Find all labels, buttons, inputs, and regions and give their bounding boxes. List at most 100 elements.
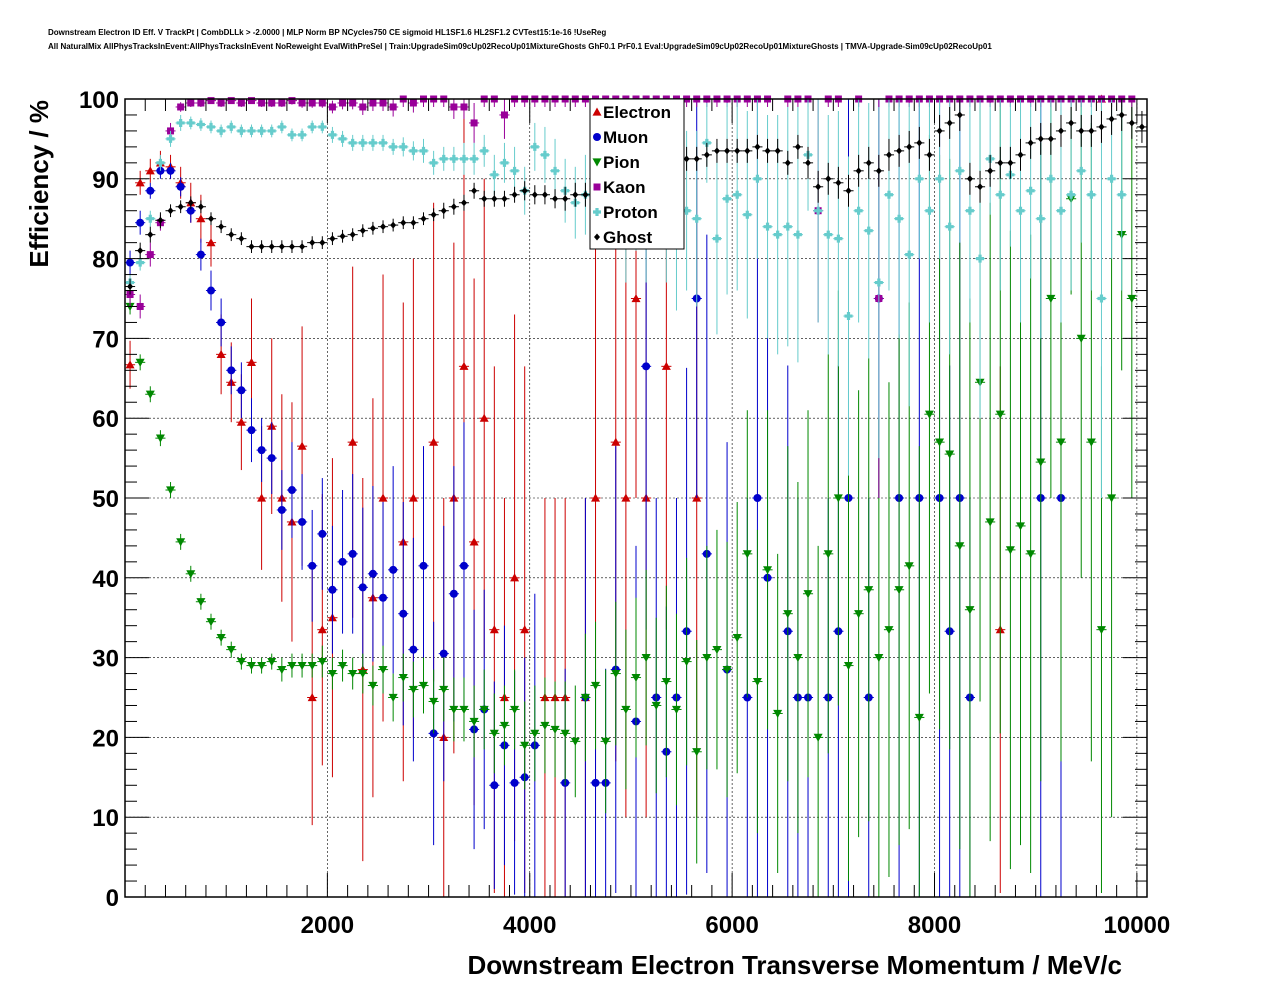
ghost-point — [135, 242, 146, 259]
pion-point — [155, 430, 166, 447]
proton-point — [367, 134, 378, 151]
kaon-point — [347, 99, 358, 110]
ghost-point — [1055, 114, 1067, 147]
proton-point — [398, 137, 409, 157]
kaon-point — [337, 99, 348, 110]
ghost-point — [995, 146, 1006, 179]
pion-point — [418, 657, 429, 714]
ghost-point — [701, 142, 712, 167]
proton-point — [1096, 99, 1107, 498]
legend-item-pion: Pion — [592, 153, 640, 172]
pion-point — [560, 681, 571, 786]
pion-point — [1126, 99, 1137, 498]
muon-point — [165, 162, 176, 179]
legend-item-electron: Electron — [592, 103, 671, 122]
y-tick-label: 30 — [92, 646, 119, 673]
muon-point — [438, 525, 449, 782]
ghost-point — [1116, 99, 1127, 131]
ghost-point — [145, 226, 156, 243]
muon-point — [357, 507, 368, 668]
ghost-point — [388, 218, 399, 232]
proton-point — [307, 120, 318, 134]
legend-item-proton: Proton — [593, 203, 658, 222]
ghost-point — [570, 182, 581, 207]
muon-point — [205, 270, 217, 311]
kaon-point — [539, 95, 550, 107]
x-tick-label: 4000 — [503, 912, 556, 939]
kaon-point — [570, 95, 581, 107]
proton-point — [185, 116, 196, 130]
muon-point — [145, 182, 156, 199]
pion-point — [883, 382, 895, 878]
proton-point — [337, 130, 348, 147]
pion-point — [337, 649, 348, 682]
ghost-point — [711, 138, 723, 163]
proton-point — [1015, 99, 1026, 323]
pion-point — [802, 410, 814, 778]
kaon-point — [205, 97, 217, 105]
kaon-point — [823, 95, 834, 107]
y-tick-label: 60 — [92, 406, 119, 433]
kaon-point — [549, 95, 561, 107]
proton-point — [448, 146, 459, 171]
kaon-point — [175, 102, 186, 112]
proton-point — [418, 138, 429, 163]
proton-point — [286, 128, 298, 142]
proton-point — [458, 142, 470, 175]
proton-point — [732, 99, 743, 291]
muon-point — [307, 509, 318, 622]
pion-point — [539, 677, 550, 774]
ghost-point — [205, 212, 217, 226]
electron-point — [479, 178, 490, 658]
pion-point — [691, 640, 702, 864]
pion-point — [620, 629, 631, 790]
kaon-point — [226, 97, 237, 105]
pion-point — [438, 657, 449, 722]
pion-point — [701, 545, 712, 770]
proton-point — [297, 128, 308, 142]
kaon-point — [297, 99, 308, 108]
pion-point — [297, 653, 308, 678]
kaon-point — [307, 99, 318, 108]
muon-point — [256, 418, 267, 483]
y-tick-label: 90 — [92, 167, 119, 194]
proton-point — [539, 126, 550, 183]
ghost-point — [813, 170, 824, 203]
pion-point — [499, 685, 510, 766]
proton-point — [195, 118, 206, 131]
ghost-point — [762, 138, 773, 163]
muon-point — [297, 474, 308, 570]
pion-point — [145, 386, 156, 403]
ghost-point — [1096, 110, 1107, 143]
x-tick-label: 8000 — [908, 912, 961, 939]
proton-point — [246, 124, 257, 138]
ghost-point — [732, 138, 743, 163]
muon-point — [428, 621, 439, 846]
proton-point — [843, 156, 854, 476]
ghost-point — [398, 216, 409, 230]
ghost-point — [539, 185, 550, 205]
pion-point — [327, 657, 338, 690]
proton-point — [216, 124, 227, 138]
ghost-point — [469, 182, 480, 199]
proton-point — [499, 142, 510, 183]
x-tick-label: 6000 — [705, 912, 758, 939]
legend-item-ghost: Ghost — [594, 228, 652, 247]
y-tick-label: 100 — [79, 87, 119, 114]
muon-point — [418, 446, 429, 686]
ghost-point — [337, 229, 348, 243]
kaon-point — [216, 99, 227, 107]
legend: Electron Muon Pion Kaon Proton Ghost — [589, 98, 685, 250]
kaon-point — [479, 95, 490, 107]
ghost-point — [1045, 122, 1056, 155]
pion-point — [762, 410, 773, 730]
ghost-point — [954, 99, 965, 131]
proton-point — [266, 124, 277, 138]
proton-point — [327, 126, 338, 143]
pion-point — [195, 593, 206, 610]
proton-point — [924, 99, 935, 323]
muon-point — [195, 238, 206, 271]
legend-label: Pion — [603, 153, 640, 172]
muon-point — [367, 486, 378, 662]
kaon-point — [529, 95, 540, 107]
